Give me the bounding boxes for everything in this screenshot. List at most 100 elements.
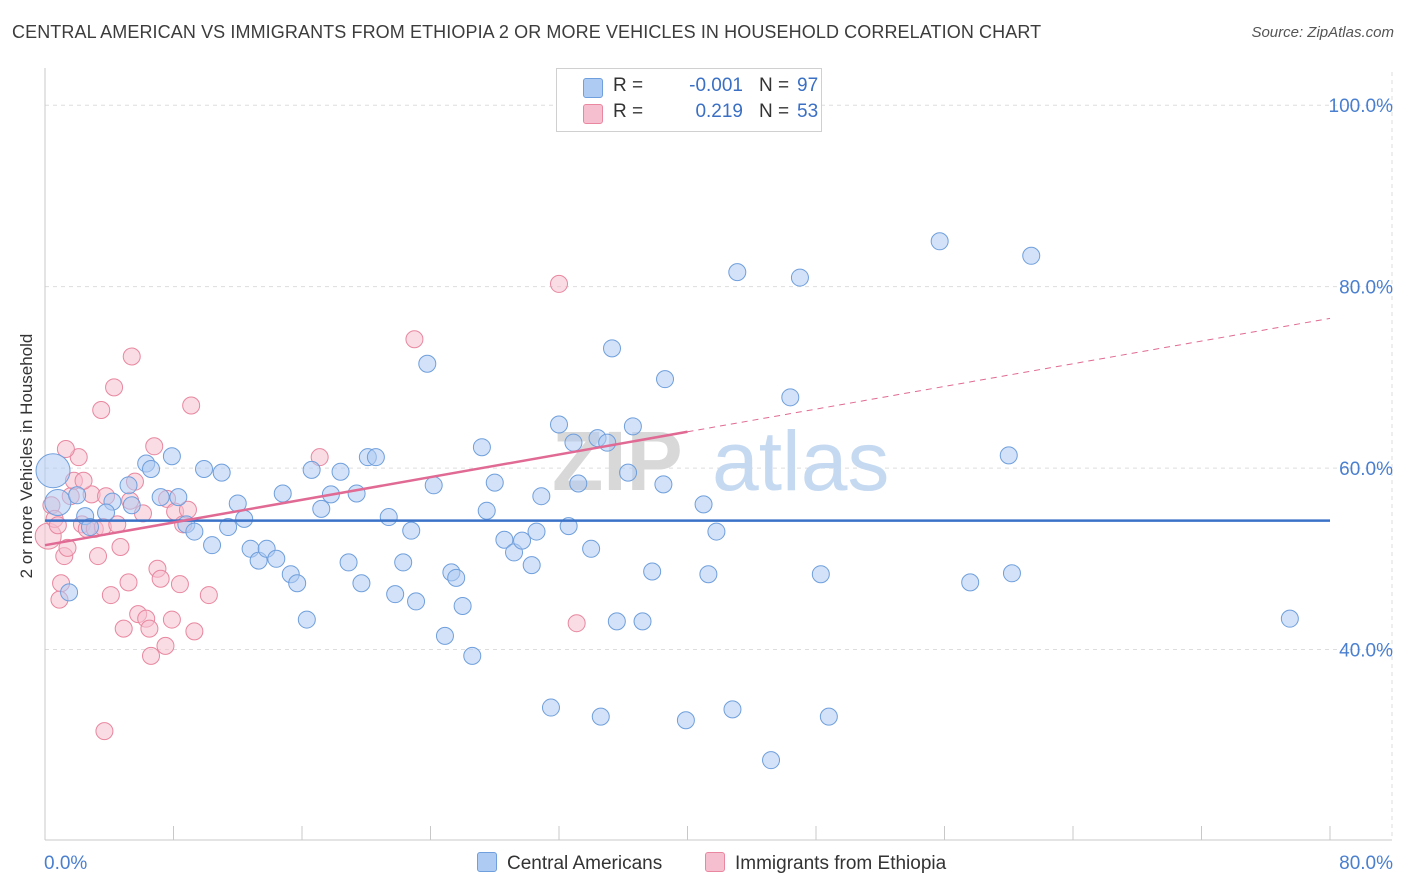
ethiopia-point xyxy=(170,575,189,594)
central-american-point xyxy=(463,646,482,665)
central-american-point xyxy=(532,487,551,506)
central-american-point xyxy=(366,448,385,467)
ethiopia-point xyxy=(145,437,164,456)
central-american-point xyxy=(386,585,405,604)
legend-n-value: 53 xyxy=(797,101,819,122)
central-american-point xyxy=(485,473,504,492)
central-american-point xyxy=(961,573,980,592)
central-american-point xyxy=(723,700,742,719)
ethiopia-point xyxy=(114,619,133,638)
central-american-point xyxy=(162,447,181,466)
central-american-point xyxy=(97,503,116,522)
legend-swatch-pink xyxy=(583,104,603,124)
ethiopia-point xyxy=(105,378,124,397)
central-american-point xyxy=(728,263,747,282)
central-american-point xyxy=(119,476,138,495)
central-american-point xyxy=(80,518,99,537)
x-tick-label-start: 0.0% xyxy=(44,853,87,874)
central-american-point xyxy=(656,370,675,389)
trend-lines xyxy=(44,317,1331,547)
central-american-point xyxy=(811,565,830,584)
central-american-point xyxy=(424,476,443,495)
trend-line-ethiopia-extension xyxy=(687,317,1331,433)
ethiopia-point xyxy=(567,614,586,633)
central-american-point xyxy=(699,565,718,584)
ethiopia-point xyxy=(48,516,67,535)
ethiopia-point xyxy=(151,569,170,588)
central-american-point xyxy=(495,530,514,549)
central-american-point xyxy=(44,489,72,517)
series-central-american-points xyxy=(35,232,1299,770)
central-american-point xyxy=(569,474,588,493)
central-american-point xyxy=(819,707,838,726)
ethiopia-point xyxy=(122,347,141,366)
central-american-point xyxy=(654,475,673,494)
central-american-point xyxy=(619,463,638,482)
legend-item-ethiopia: Immigrants from Ethiopia xyxy=(705,852,946,875)
central-american-point xyxy=(1022,246,1041,265)
central-american-point xyxy=(633,612,652,631)
central-american-point xyxy=(453,596,472,615)
y-axis-label: 2 or more Vehicles in Household xyxy=(17,333,36,579)
stats-legend: R = -0.001 N = 97 R = 0.219 N = 53 xyxy=(556,68,822,132)
central-american-point xyxy=(407,592,426,611)
central-american-point xyxy=(564,433,583,452)
ethiopia-point xyxy=(111,537,130,556)
central-american-point xyxy=(477,501,496,520)
central-american-point xyxy=(472,438,491,457)
ethiopia-point xyxy=(58,538,77,557)
legend-swatch-blue xyxy=(477,852,497,872)
central-american-point xyxy=(302,460,321,479)
central-american-point xyxy=(331,462,350,481)
ethiopia-point xyxy=(310,448,329,467)
ethiopia-point xyxy=(550,274,568,293)
y-tick-label-60: 60.0% xyxy=(1339,459,1393,480)
central-american-point xyxy=(527,522,546,541)
central-american-point xyxy=(267,549,286,568)
tick-labels: 40.0% 60.0% 80.0% 100.0% 0.0% 80.0% xyxy=(44,96,1393,874)
central-american-point xyxy=(203,536,222,555)
watermark-atlas: atlas xyxy=(712,414,889,508)
central-american-point xyxy=(418,354,437,373)
central-american-point xyxy=(623,417,642,436)
central-american-point xyxy=(60,583,79,602)
legend-r-label: R = xyxy=(613,101,644,122)
ethiopia-point xyxy=(162,610,181,629)
central-american-point xyxy=(447,568,466,587)
central-american-point xyxy=(781,388,800,407)
central-american-point xyxy=(676,711,695,730)
ethiopia-point xyxy=(92,401,111,420)
central-american-point xyxy=(122,496,141,515)
watermark-zip: ZIP xyxy=(552,414,683,508)
central-american-point xyxy=(607,612,626,631)
ethiopia-point xyxy=(182,396,201,415)
central-american-point xyxy=(1002,564,1021,583)
central-american-point xyxy=(999,446,1018,465)
central-american-point xyxy=(591,707,610,726)
central-american-point xyxy=(550,415,568,434)
watermark: ZIP atlas xyxy=(552,414,889,508)
legend-r-label: R = xyxy=(613,75,644,96)
central-american-point xyxy=(694,495,713,514)
legend-n-label: N = xyxy=(759,101,790,122)
central-american-point xyxy=(347,484,366,503)
central-american-point xyxy=(394,553,413,572)
central-american-point xyxy=(930,232,949,251)
central-american-point xyxy=(762,751,781,770)
central-american-point xyxy=(273,484,292,503)
ethiopia-point xyxy=(140,619,159,638)
legend-n-value: 97 xyxy=(797,75,819,96)
legend-swatch-blue xyxy=(583,78,603,98)
central-american-point xyxy=(339,553,358,572)
central-american-point xyxy=(522,556,541,575)
central-american-point xyxy=(707,522,726,541)
central-american-point xyxy=(35,453,71,489)
ethiopia-point xyxy=(69,448,88,467)
ethiopia-point xyxy=(89,547,108,566)
legend-label-central-americans: Central Americans xyxy=(507,853,663,874)
central-american-point xyxy=(297,610,316,629)
central-american-point xyxy=(195,459,214,478)
ethiopia-point xyxy=(101,586,120,605)
central-american-point xyxy=(598,433,617,452)
